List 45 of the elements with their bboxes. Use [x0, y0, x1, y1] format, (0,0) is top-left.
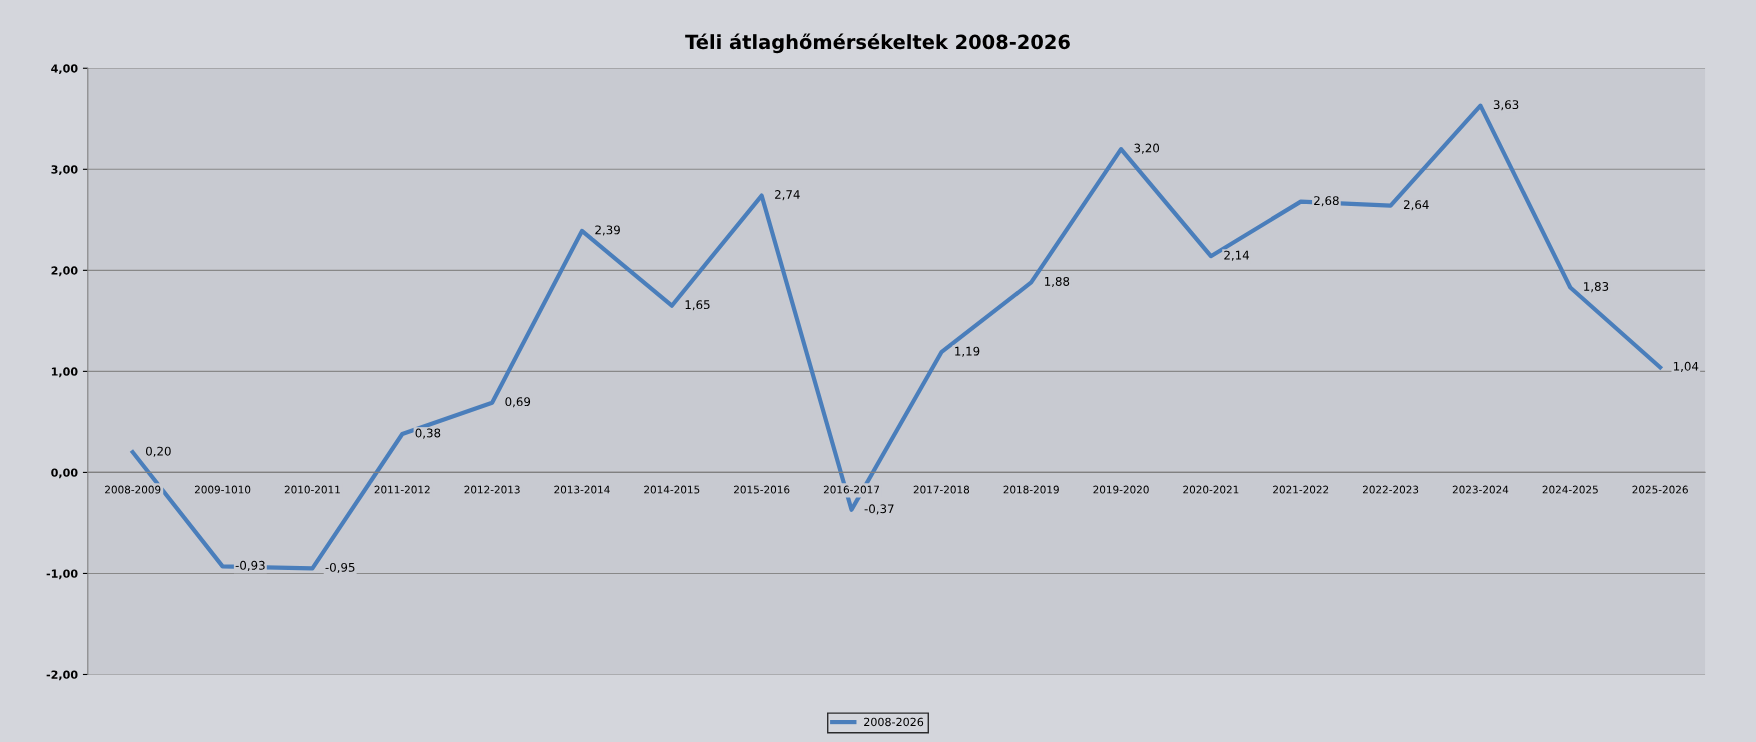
- x-tick-label: 2022-2023: [1362, 485, 1419, 494]
- data-label: 1,04: [1673, 361, 1699, 372]
- data-label: 2,68: [1314, 196, 1339, 207]
- x-tick-label: 2009-1010: [194, 485, 251, 494]
- x-tick-label: 2023-2024: [1452, 485, 1509, 494]
- x-tick-label: 2021-2022: [1273, 485, 1329, 494]
- y-tick-label: 2,00: [51, 266, 78, 277]
- data-label: 2,14: [1224, 250, 1250, 261]
- x-tick-label: 2020-2021: [1183, 485, 1239, 494]
- x-tick-label: 2019-2020: [1093, 485, 1149, 494]
- data-label: 1,65: [685, 300, 710, 311]
- y-tick-label: 4,00: [51, 64, 78, 75]
- data-label: 2,39: [595, 225, 620, 236]
- x-tick-label: 2014-2015: [644, 485, 700, 494]
- y-tick-label: 0,00: [51, 468, 78, 479]
- x-tick-label: 2017-2018: [913, 485, 970, 494]
- x-tick-label: 2013-2014: [554, 485, 610, 494]
- y-tick-label: -1,00: [46, 569, 78, 580]
- x-tick-label: 2010-2011: [284, 485, 340, 494]
- data-label: 0,38: [415, 428, 441, 439]
- y-tick-label: 3,00: [51, 165, 78, 176]
- legend-label: 2008-2026: [864, 717, 924, 727]
- data-label: 3,63: [1493, 100, 1519, 111]
- data-label: 2,64: [1403, 200, 1429, 211]
- x-tick-label: 2025-2026: [1632, 485, 1688, 494]
- y-tick-label: -2,00: [46, 670, 78, 681]
- x-tick-label: 2024-2025: [1542, 485, 1598, 494]
- data-label: 3,20: [1134, 143, 1160, 154]
- data-label: -0,93: [235, 560, 265, 571]
- data-label: 2,74: [775, 190, 800, 201]
- data-label: 0,69: [505, 397, 531, 408]
- x-tick-label: 2016-2017: [823, 485, 880, 494]
- x-tick-label: 2015-2016: [734, 485, 790, 494]
- chart-title: Téli átlaghőmérsékeltek 2008-2026: [685, 33, 1070, 54]
- data-label: 0,20: [146, 446, 171, 457]
- data-label: -0,37: [864, 504, 894, 515]
- x-tick-label: 2012-2013: [464, 485, 520, 494]
- x-tick-label: 2011-2012: [374, 485, 430, 494]
- x-tick-label: 2018-2019: [1003, 485, 1059, 494]
- data-label: 1,83: [1584, 282, 1609, 293]
- x-tick-label: 2008-2009: [105, 485, 161, 494]
- data-label: -0,95: [325, 562, 355, 574]
- data-label: 1,19: [955, 346, 980, 357]
- data-label: 1,88: [1045, 276, 1070, 288]
- y-tick-label: 1,00: [51, 367, 78, 378]
